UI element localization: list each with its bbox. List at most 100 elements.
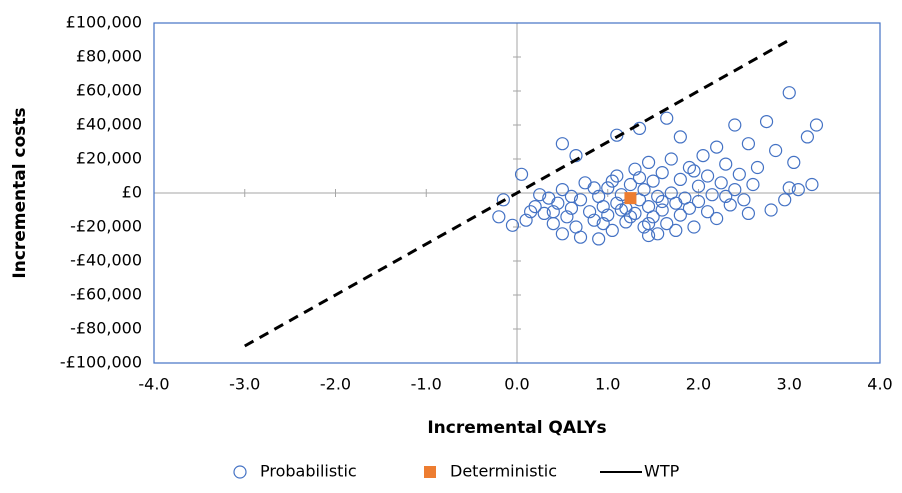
point: [573, 230, 588, 244]
point: [605, 174, 619, 188]
y-tick-label: £60,000: [76, 81, 142, 100]
x-tick-label: -2.0: [320, 375, 351, 394]
point: [809, 118, 824, 132]
point: [682, 160, 697, 175]
point: [655, 203, 669, 217]
point: [700, 205, 715, 219]
y-tick-label: £20,000: [76, 149, 142, 168]
point: [769, 143, 783, 158]
point: [582, 205, 597, 219]
plot-border: [153, 22, 881, 364]
point: [691, 194, 706, 209]
point: [496, 193, 510, 207]
point: [646, 174, 660, 188]
point: [596, 217, 610, 231]
point: [637, 183, 651, 197]
point: [601, 181, 615, 195]
point: [723, 198, 737, 212]
point: [587, 213, 601, 227]
y-tick-label: -£100,000: [60, 353, 142, 372]
x-tick-label: -4.0: [138, 375, 169, 394]
point: [546, 217, 560, 231]
point: [728, 183, 742, 197]
point: [628, 206, 642, 220]
point: [687, 164, 701, 178]
legend-label: Probabilistic: [260, 462, 357, 481]
point: [714, 176, 728, 190]
y-tick-label: £40,000: [76, 115, 142, 134]
point: [564, 189, 579, 203]
point: [623, 210, 638, 224]
point: [537, 206, 551, 220]
point: [646, 210, 660, 224]
point: [728, 118, 742, 132]
point: [669, 196, 683, 210]
point: [710, 211, 724, 226]
point: [546, 205, 560, 219]
x-tick-label: 4.0: [867, 375, 892, 394]
point: [651, 189, 665, 203]
point: [596, 200, 610, 214]
point: [664, 152, 678, 166]
point: [719, 157, 733, 171]
point: [673, 172, 687, 186]
line: [244, 38, 790, 348]
y-axis-title: Incremental costs: [10, 107, 30, 278]
point: [687, 220, 701, 234]
point: [682, 201, 697, 215]
y-tick-label: -£60,000: [70, 285, 142, 304]
x-tick-label: 2.0: [686, 375, 711, 394]
point: [655, 194, 669, 209]
point: [587, 181, 601, 195]
y-tick-label: £80,000: [76, 47, 142, 66]
point: [569, 149, 583, 163]
point: [782, 181, 796, 195]
y-tick-label: £100,000: [66, 13, 142, 32]
point: [719, 189, 733, 203]
point: [533, 188, 547, 202]
point: [628, 162, 642, 176]
legend-label: WTP: [644, 462, 680, 481]
point: [746, 177, 760, 192]
point: [651, 227, 665, 241]
point: [605, 223, 619, 237]
x-axis-title: Incremental QALYs: [427, 418, 606, 438]
y-tick-label: £0: [122, 183, 142, 202]
point: [610, 169, 624, 183]
legend-label: Deterministic: [450, 462, 557, 481]
point: [632, 121, 647, 135]
point: [528, 200, 542, 214]
point: [641, 155, 656, 169]
point: [637, 220, 651, 234]
x-tick-label: 3.0: [777, 375, 802, 394]
point: [519, 213, 533, 227]
point: [601, 208, 615, 222]
point: [741, 137, 756, 151]
legend-marker: [424, 466, 436, 478]
point: [655, 166, 669, 180]
y-tick-label: -£20,000: [70, 217, 142, 236]
x-tick-label: 0.0: [504, 375, 529, 394]
point: [764, 203, 778, 217]
point: [492, 210, 506, 224]
point: [800, 130, 815, 144]
x-tick-label: -1.0: [411, 375, 442, 394]
point: [759, 114, 774, 129]
point: [660, 217, 674, 231]
point: [551, 196, 565, 210]
point: [700, 169, 715, 183]
x-tick-label: 1.0: [595, 375, 620, 394]
y-tick-label: -£40,000: [70, 251, 142, 270]
point: [732, 167, 746, 181]
point: [592, 232, 606, 246]
point: [573, 193, 588, 207]
point: [710, 140, 724, 154]
point: [660, 111, 674, 125]
point: [737, 193, 751, 207]
point: [623, 177, 638, 192]
point: [578, 176, 592, 190]
point: [505, 218, 520, 232]
point: [691, 179, 706, 193]
point: [560, 210, 574, 224]
